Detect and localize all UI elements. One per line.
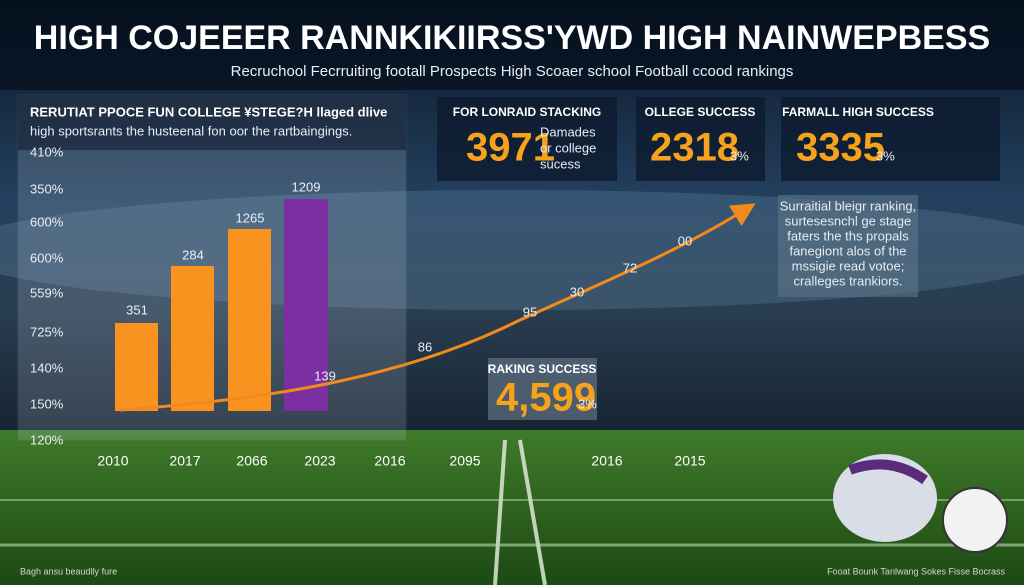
x-label: 2015: [674, 453, 705, 469]
title: HIGH COJEEER RANNKIKIIRSS'YWD HIGH NAINW…: [34, 19, 990, 57]
trend-label: 72: [623, 260, 637, 275]
panel-heading: RERUTIAT PPOCE FUN COLLEGE ¥STEGE?H llag…: [30, 104, 387, 119]
trend-label: 95: [523, 304, 537, 319]
stat-card: FOR LONRAID STACKING 3971 Damades or col…: [437, 97, 617, 181]
footer-right: Fooat Bounk Tanlwang Sokes Fisse Bocrass: [827, 566, 1005, 576]
x-label: 2017: [169, 453, 200, 469]
y-label: 725%: [30, 324, 64, 339]
y-label: 150%: [30, 396, 64, 411]
x-label: 2066: [236, 453, 267, 469]
y-label: 410%: [30, 144, 64, 159]
stat-value: 2318: [650, 126, 739, 170]
y-label: 350%: [30, 181, 64, 196]
stat-note: 3%: [876, 148, 895, 163]
footer-left: Bagh ansu beaudlly fure: [20, 566, 117, 576]
panel-text: high sportsrants the husteenal fon oor t…: [30, 123, 352, 138]
side-note-box: [778, 195, 918, 297]
helmet: [833, 454, 1008, 553]
stat-note: 3%: [730, 148, 749, 163]
trend-label: 00: [678, 233, 692, 248]
side-note: Surraitial bleigr ranking,: [780, 198, 917, 213]
bar: [115, 323, 158, 411]
y-label: 600%: [30, 214, 64, 229]
ranking-note: 3%: [578, 396, 597, 411]
bar: [284, 199, 328, 411]
bar-label: 1265: [236, 210, 265, 225]
side-note: mssigie read votoe;: [792, 258, 905, 273]
y-label: 120%: [30, 432, 64, 447]
x-label: 2016: [591, 453, 622, 469]
side-note: cralleges trankiors.: [793, 273, 902, 288]
bar-label: 139: [314, 368, 336, 383]
x-label: 2023: [304, 453, 335, 469]
x-label: 2010: [97, 453, 128, 469]
stat-value: 3971: [466, 126, 555, 170]
bar-label: 351: [126, 302, 148, 317]
stat-note: Damades: [540, 124, 596, 139]
stat-title: FARMALL HIGH SUCCESS: [782, 105, 934, 119]
subtitle: Recruchool Fecrruiting footall Prospects…: [231, 63, 794, 80]
stat-title: FOR LONRAID STACKING: [453, 105, 601, 119]
y-label: 140%: [30, 360, 64, 375]
stat-note: sucess: [540, 156, 581, 171]
panel-header: [18, 95, 406, 150]
ranking-title: RAKING SUCCESS: [488, 362, 597, 376]
bar-label: 284: [182, 247, 204, 262]
side-note: fanegiont alos of the: [789, 243, 906, 258]
bar-label: 1209: [292, 179, 321, 194]
x-label: 2095: [449, 453, 480, 469]
bar: [228, 229, 271, 411]
stat-card: OLLEGE SUCCESS 2318 3%: [636, 97, 765, 181]
side-note: faters the ths propals: [787, 228, 909, 243]
y-label: 559%: [30, 285, 64, 300]
stat-card: FARMALL HIGH SUCCESS 3335 3%: [781, 97, 1000, 181]
y-label: 600%: [30, 250, 64, 265]
stat-value: 3335: [796, 126, 885, 170]
side-note: surtesesnchl ge stage: [785, 213, 911, 228]
stat-title: OLLEGE SUCCESS: [645, 105, 756, 119]
trend-label: 30: [570, 284, 584, 299]
ranking-value: 4,599: [496, 376, 596, 420]
header-band: [0, 0, 1024, 90]
x-label: 2016: [374, 453, 405, 469]
stat-note: or college: [540, 140, 596, 155]
bar: [171, 266, 214, 411]
ranking-card: RAKING SUCCESS 4,599 3%: [488, 358, 597, 420]
trend-curve: [119, 203, 756, 412]
trend-label: 86: [418, 339, 432, 354]
